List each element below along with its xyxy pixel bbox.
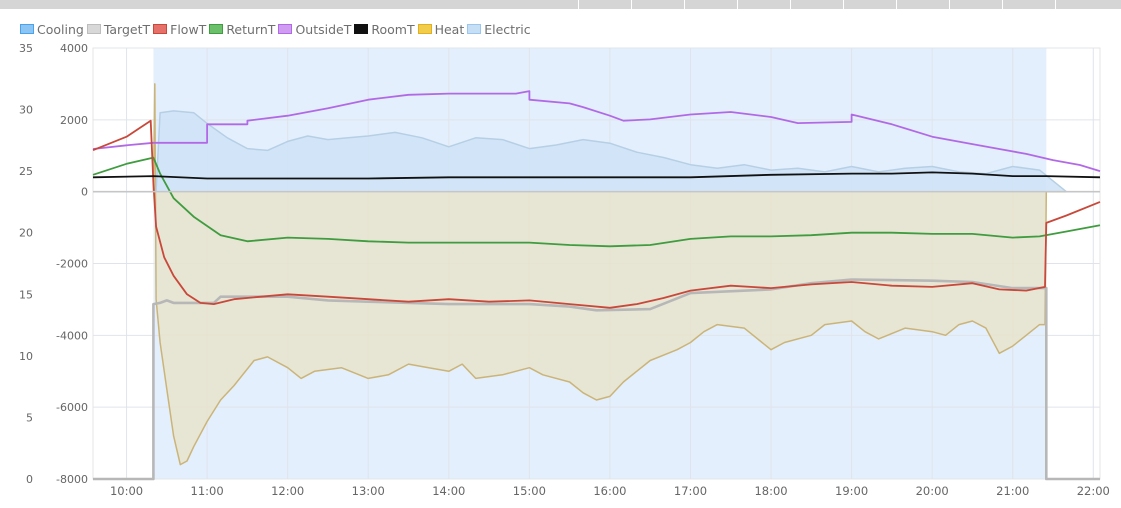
series-line-returnt bbox=[92, 156, 1101, 248]
x-tick-label: 10:00 bbox=[110, 484, 143, 498]
legend-item-cooling[interactable]: Cooling bbox=[20, 22, 84, 37]
chart-legend: Cooling TargetT FlowT ReturnT OutsideT RoomT H… bbox=[20, 20, 534, 38]
toolbar-divider bbox=[790, 0, 791, 9]
legend-item-returnt[interactable]: ReturnT bbox=[209, 22, 275, 37]
series-line-flowt bbox=[92, 119, 1101, 309]
x-tick-label: 17:00 bbox=[674, 484, 707, 498]
x-tick-label: 20:00 bbox=[916, 484, 949, 498]
legend-item-flowt[interactable]: FlowT bbox=[153, 22, 206, 37]
x-tick-label: 15:00 bbox=[513, 484, 546, 498]
toolbar-divider bbox=[843, 0, 844, 9]
legend-swatch bbox=[417, 24, 432, 34]
legend-label: TargetT bbox=[103, 21, 151, 37]
y-right-tick-label: 2000 bbox=[60, 114, 88, 127]
y-left-tick-label: 0 bbox=[26, 473, 33, 486]
toolbar-divider bbox=[949, 0, 950, 9]
legend-swatch bbox=[467, 24, 482, 34]
y-right-tick-label: -2000 bbox=[56, 258, 88, 271]
legend-swatch bbox=[354, 24, 369, 34]
x-tick-label: 16:00 bbox=[593, 484, 626, 498]
toolbar-divider bbox=[1002, 0, 1003, 9]
y-left-tick-label: 35 bbox=[19, 42, 33, 55]
y-left-tick-label: 5 bbox=[26, 411, 33, 424]
series-line-targett bbox=[93, 278, 1100, 481]
y-left-tick-label: 15 bbox=[19, 288, 33, 301]
toolbar-divider bbox=[1055, 0, 1056, 9]
series-line-roomt bbox=[92, 171, 1101, 180]
legend-swatch bbox=[209, 24, 224, 34]
y-right-tick-label: 0 bbox=[81, 186, 88, 199]
x-tick-label: 13:00 bbox=[352, 484, 385, 498]
y-left-tick-label: 30 bbox=[19, 104, 33, 117]
x-tick-label: 19:00 bbox=[835, 484, 868, 498]
legend-swatch bbox=[153, 24, 168, 34]
toolbar-divider bbox=[631, 0, 632, 9]
x-tick-label: 12:00 bbox=[271, 484, 304, 498]
legend-swatch bbox=[86, 24, 101, 34]
legend-item-roomt[interactable]: RoomT bbox=[354, 21, 415, 37]
toolbar-divider bbox=[684, 0, 685, 9]
legend-label: Electric bbox=[484, 21, 531, 37]
legend-label: FlowT bbox=[170, 21, 207, 37]
top-toolbar-strip bbox=[0, 0, 1121, 9]
legend-label: Heat bbox=[434, 21, 465, 37]
x-tick-label: 21:00 bbox=[996, 484, 1029, 498]
series-line-outsidet bbox=[92, 90, 1101, 172]
legend-label: RoomT bbox=[371, 21, 415, 37]
legend-swatch bbox=[278, 24, 293, 34]
series-line-electric bbox=[93, 110, 1100, 193]
legend-item-outsidet[interactable]: OutsideT bbox=[278, 22, 351, 37]
y-right-tick-label: -6000 bbox=[56, 401, 88, 414]
x-tick-label: 18:00 bbox=[754, 484, 787, 498]
legend-item-targett[interactable]: TargetT bbox=[86, 21, 151, 37]
x-tick-label: 14:00 bbox=[432, 484, 465, 498]
legend-label: OutsideT bbox=[295, 21, 352, 37]
series-area-heat bbox=[93, 83, 1100, 465]
y-left-tick-label: 25 bbox=[19, 165, 33, 178]
y-left-tick-label: 20 bbox=[19, 227, 33, 240]
legend-label: Cooling bbox=[37, 21, 84, 37]
y-right-tick-label: -4000 bbox=[56, 329, 88, 342]
y-right-tick-label: -8000 bbox=[56, 473, 88, 486]
series-line-heat bbox=[93, 83, 1100, 466]
toolbar-divider bbox=[896, 0, 897, 9]
legend-item-heat[interactable]: Heat bbox=[417, 21, 465, 37]
x-tick-label: 22:00 bbox=[1077, 484, 1110, 498]
toolbar-divider bbox=[578, 0, 579, 9]
legend-label: ReturnT bbox=[226, 21, 276, 37]
series-area-electric bbox=[93, 110, 1100, 192]
legend-item-electric[interactable]: Electric bbox=[467, 21, 531, 37]
toolbar-divider bbox=[737, 0, 738, 9]
y-left-tick-label: 10 bbox=[19, 350, 33, 363]
legend-swatch bbox=[20, 24, 34, 34]
x-tick-label: 11:00 bbox=[191, 484, 224, 498]
y-right-tick-label: 4000 bbox=[60, 42, 88, 55]
